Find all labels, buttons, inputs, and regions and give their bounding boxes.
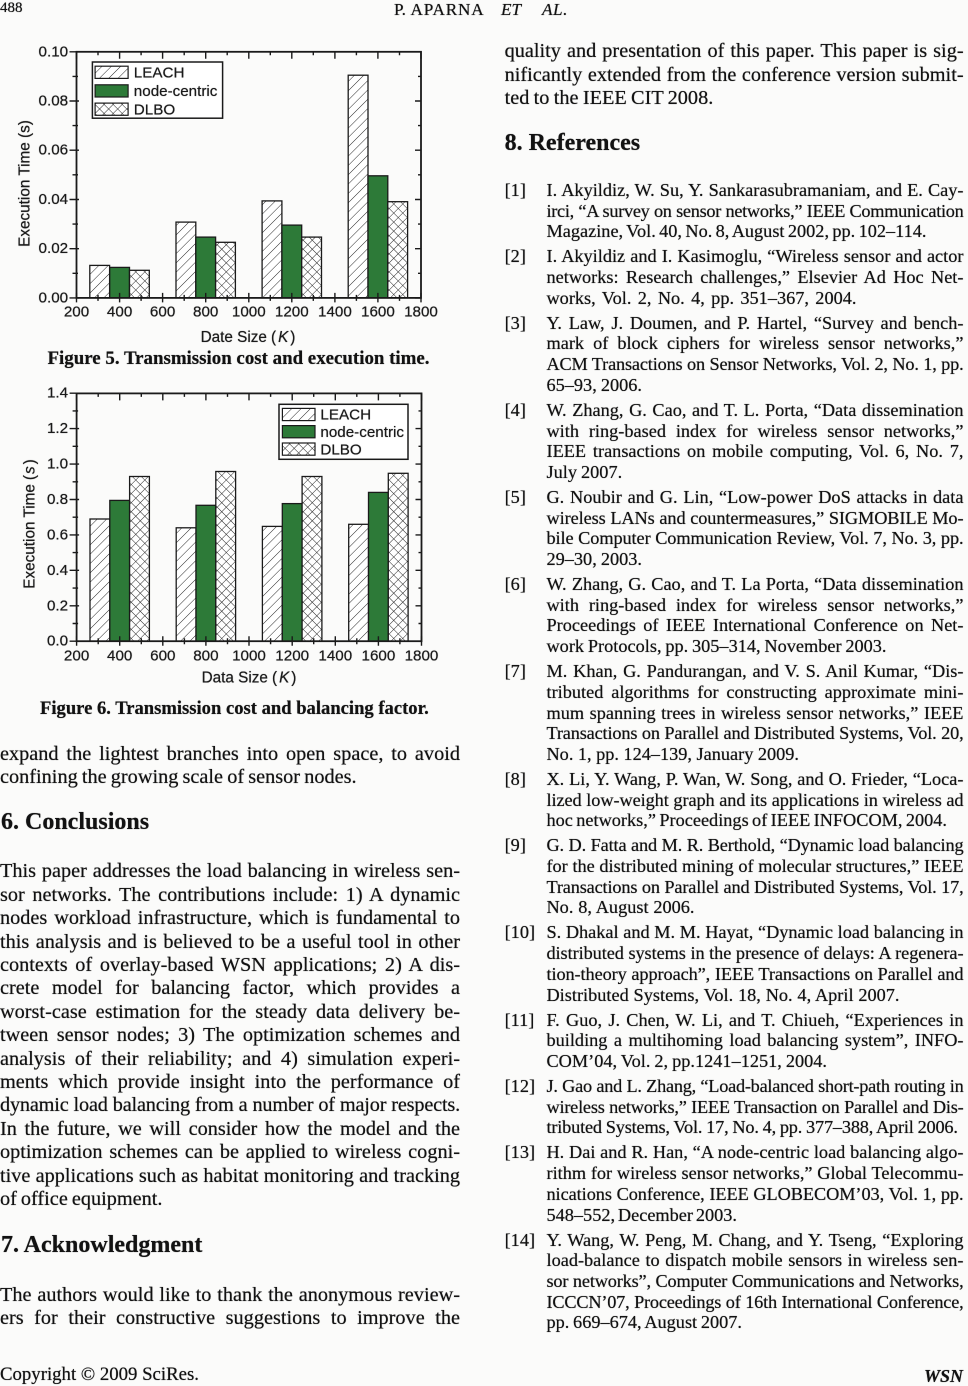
svg-text:node-centric: node-centric [320, 424, 404, 441]
svg-text:0.02: 0.02 [39, 240, 69, 257]
svg-text:0.10: 0.10 [39, 43, 69, 60]
svg-text:1.2: 1.2 [47, 420, 68, 437]
svg-text:Execution Time (s): Execution Time (s) [17, 120, 34, 247]
svg-text:400: 400 [107, 303, 132, 320]
svg-text:0.2: 0.2 [47, 597, 68, 614]
svg-text:0.08: 0.08 [39, 93, 69, 110]
svg-text:DLBO: DLBO [320, 441, 362, 458]
svg-text:0.00: 0.00 [39, 289, 69, 306]
svg-text:600: 600 [150, 303, 175, 320]
svg-text:1600: 1600 [361, 303, 395, 320]
svg-text:200: 200 [64, 303, 89, 320]
svg-text:1400: 1400 [318, 303, 352, 320]
svg-text:800: 800 [193, 303, 218, 320]
svg-text:800: 800 [193, 647, 218, 664]
svg-text:1000: 1000 [232, 303, 266, 320]
svg-text:0.0: 0.0 [47, 633, 68, 650]
svg-text:Date Size(K): Date Size(K) [201, 329, 296, 346]
svg-text:0.04: 0.04 [39, 191, 69, 208]
svg-text:Execution Time(s): Execution Time(s) [22, 459, 39, 588]
svg-text:0.8: 0.8 [47, 491, 68, 508]
svg-text:1600: 1600 [362, 647, 396, 664]
svg-text:LEACH: LEACH [320, 407, 371, 424]
svg-text:1200: 1200 [275, 303, 309, 320]
svg-text:DLBO: DLBO [134, 101, 176, 118]
svg-text:0.06: 0.06 [39, 142, 69, 159]
svg-text:1000: 1000 [232, 647, 266, 664]
svg-text:1.4: 1.4 [47, 385, 68, 402]
svg-text:1800: 1800 [405, 647, 439, 664]
svg-text:0.4: 0.4 [47, 562, 68, 579]
svg-text:1.0: 1.0 [47, 456, 68, 473]
svg-text:600: 600 [150, 647, 175, 664]
svg-text:1200: 1200 [275, 647, 309, 664]
svg-text:400: 400 [107, 647, 132, 664]
svg-text:0.6: 0.6 [47, 526, 68, 543]
svg-text:LEACH: LEACH [134, 65, 185, 82]
svg-text:200: 200 [64, 647, 89, 664]
svg-text:node-centric: node-centric [134, 83, 218, 100]
svg-text:1400: 1400 [318, 647, 352, 664]
svg-text:1800: 1800 [404, 303, 438, 320]
svg-text:Data Size(K): Data Size(K) [202, 670, 297, 687]
